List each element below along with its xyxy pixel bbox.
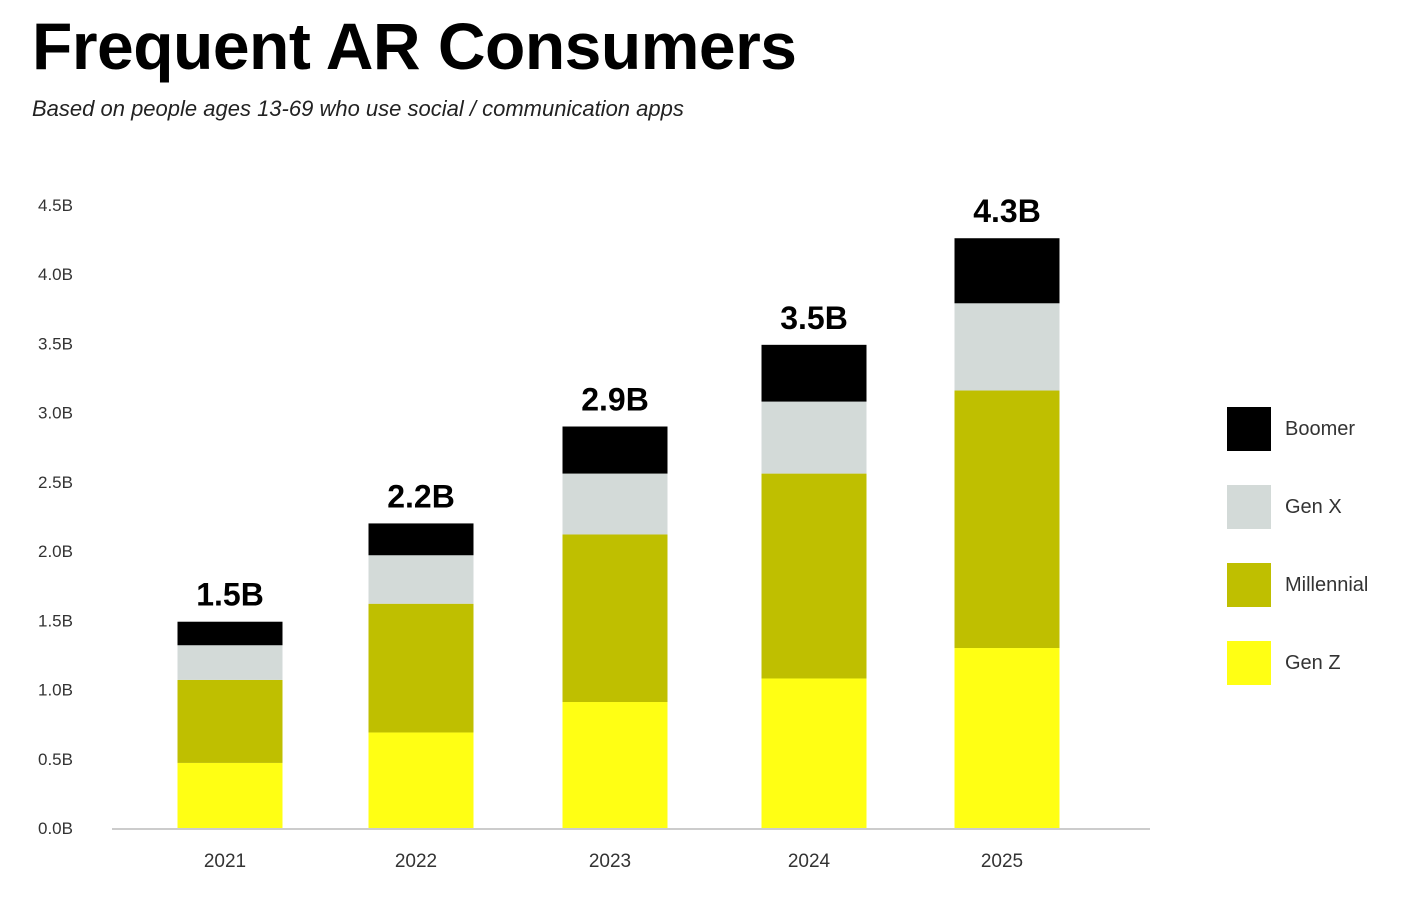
legend: Boomer Gen X Millennial Gen Z [1227,390,1368,702]
bar-segment-gen-x [368,555,474,604]
bar-segment-millennial [368,603,474,733]
bar-segment-gen-x [562,473,668,535]
legend-swatch [1227,485,1271,529]
bar-segment-gen-x [177,645,283,680]
legend-label: Millennial [1285,573,1369,596]
bar-segment-millennial [177,679,283,763]
x-tick-label: 2022 [395,851,437,872]
bar-segment-boomer [368,523,474,556]
y-tick-label: 1.0B [38,681,73,700]
legend-swatch [1227,407,1271,451]
legend-label: Gen Z [1285,651,1341,674]
legend-swatch [1227,563,1271,607]
bar-segment-gen-x [761,401,867,474]
total-label: 2.9B [581,382,649,418]
legend-item: Gen Z [1227,624,1368,702]
bar-segment-boomer [761,344,867,402]
bar-segment-gen-z [761,678,867,828]
bar-segment-gen-z [368,732,474,828]
bar-segment-gen-z [177,762,283,828]
legend-label: Gen X [1285,495,1342,518]
legend-label: Boomer [1285,417,1356,440]
legend-item: Boomer [1227,390,1368,468]
bar-segment-gen-z [562,702,668,828]
x-tick-label: 2021 [204,851,246,872]
total-label: 1.5B [196,577,264,613]
bar-segment-millennial [954,390,1060,649]
total-label: 3.5B [780,300,848,336]
legend-item: Gen X [1227,468,1368,546]
y-tick-label: 3.0B [38,404,73,423]
bar-segment-boomer [177,621,283,646]
y-tick-label: 2.0B [38,542,73,561]
y-tick-label: 2.5B [38,473,73,492]
bar-segment-millennial [761,473,867,679]
x-tick-label: 2023 [589,851,631,872]
bar-segment-boomer [562,426,668,474]
chart-title: Frequent AR Consumers [32,9,797,83]
y-tick-label: 0.5B [38,750,73,769]
x-tick-label: 2025 [981,851,1023,872]
bar-segment-gen-x [954,303,1060,391]
legend-swatch [1227,641,1271,685]
y-tick-label: 1.5B [38,611,73,630]
x-tick-label: 2024 [788,851,831,872]
bar-segment-gen-z [954,648,1060,828]
total-label: 2.2B [387,478,455,514]
bar-segment-millennial [562,534,668,703]
y-tick-label: 4.0B [38,265,73,284]
chart-subtitle: Based on people ages 13-69 who use socia… [32,96,684,121]
legend-item: Millennial [1227,546,1368,624]
bar-segment-boomer [954,238,1060,304]
y-tick-label: 4.5B [38,196,73,215]
y-tick-label: 3.5B [38,334,73,353]
total-label: 4.3B [973,193,1041,229]
y-tick-label: 0.0B [38,819,73,838]
